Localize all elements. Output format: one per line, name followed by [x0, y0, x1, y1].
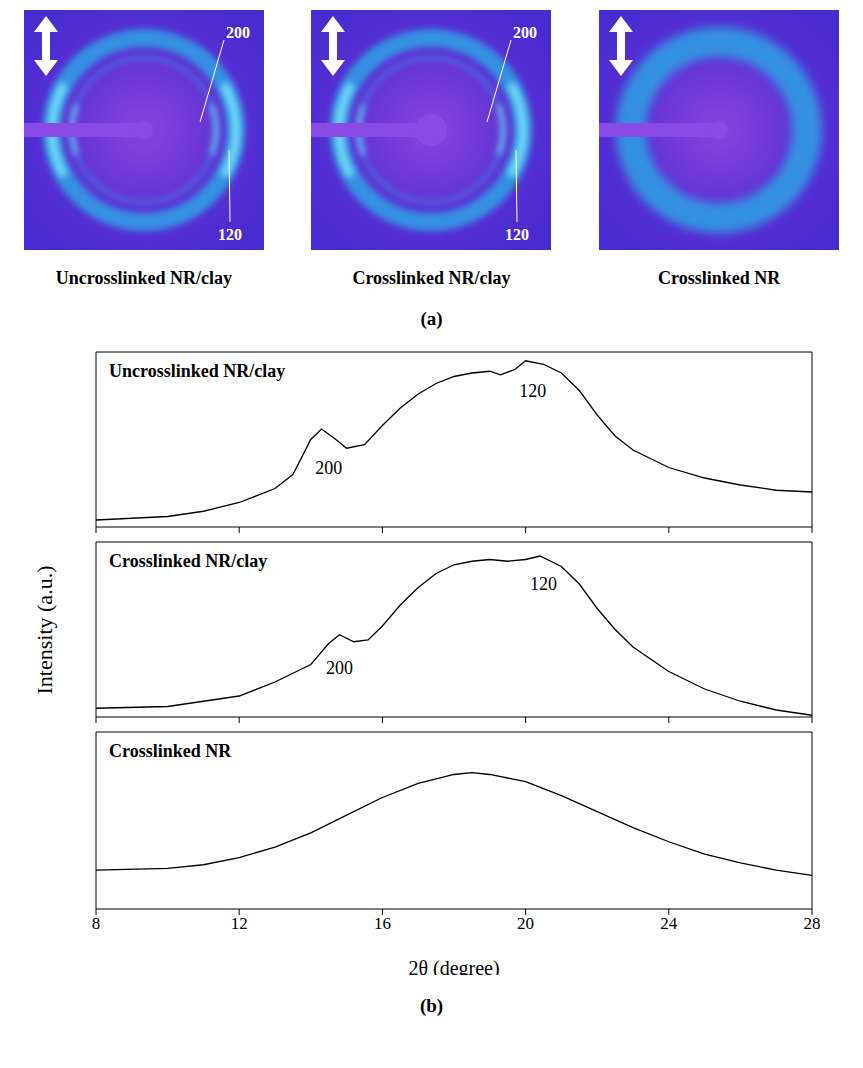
- svg-text:200: 200: [315, 458, 342, 478]
- svg-text:28: 28: [804, 914, 821, 933]
- svg-text:20: 20: [517, 914, 534, 933]
- html-text:(a): (a): [420, 308, 443, 329]
- svg-text:120: 120: [505, 226, 529, 243]
- svg-text:200: 200: [226, 24, 250, 41]
- html-text:Crosslinked NR/clay: Crosslinked NR/clay: [352, 268, 511, 288]
- html-text:Crosslinked NR/clay: Crosslinked NR/clay: [109, 551, 268, 571]
- html-text:Crosslinked NR: Crosslinked NR: [658, 268, 781, 288]
- svg-text:16: 16: [374, 914, 391, 933]
- svg-text:200: 200: [513, 24, 537, 41]
- svg-text:2θ (degree): 2θ (degree): [408, 957, 499, 975]
- svg-text:200: 200: [326, 658, 353, 678]
- html-text:Uncrosslinked NR/clay: Uncrosslinked NR/clay: [55, 268, 232, 288]
- svg-text:120: 120: [530, 574, 557, 594]
- html-text:Uncrosslinked NR/clay: Uncrosslinked NR/clay: [109, 361, 286, 381]
- svg-text:24: 24: [660, 914, 678, 933]
- svg-text:120: 120: [519, 381, 546, 401]
- html-text:Intensity (a.u.): Intensity (a.u.): [32, 565, 57, 695]
- html-text:Crosslinked NR: Crosslinked NR: [109, 741, 232, 761]
- svg-text:8: 8: [92, 914, 101, 933]
- html-text:(b): (b): [419, 995, 444, 1016]
- svg-text:12: 12: [231, 914, 248, 933]
- svg-text:120: 120: [218, 226, 242, 243]
